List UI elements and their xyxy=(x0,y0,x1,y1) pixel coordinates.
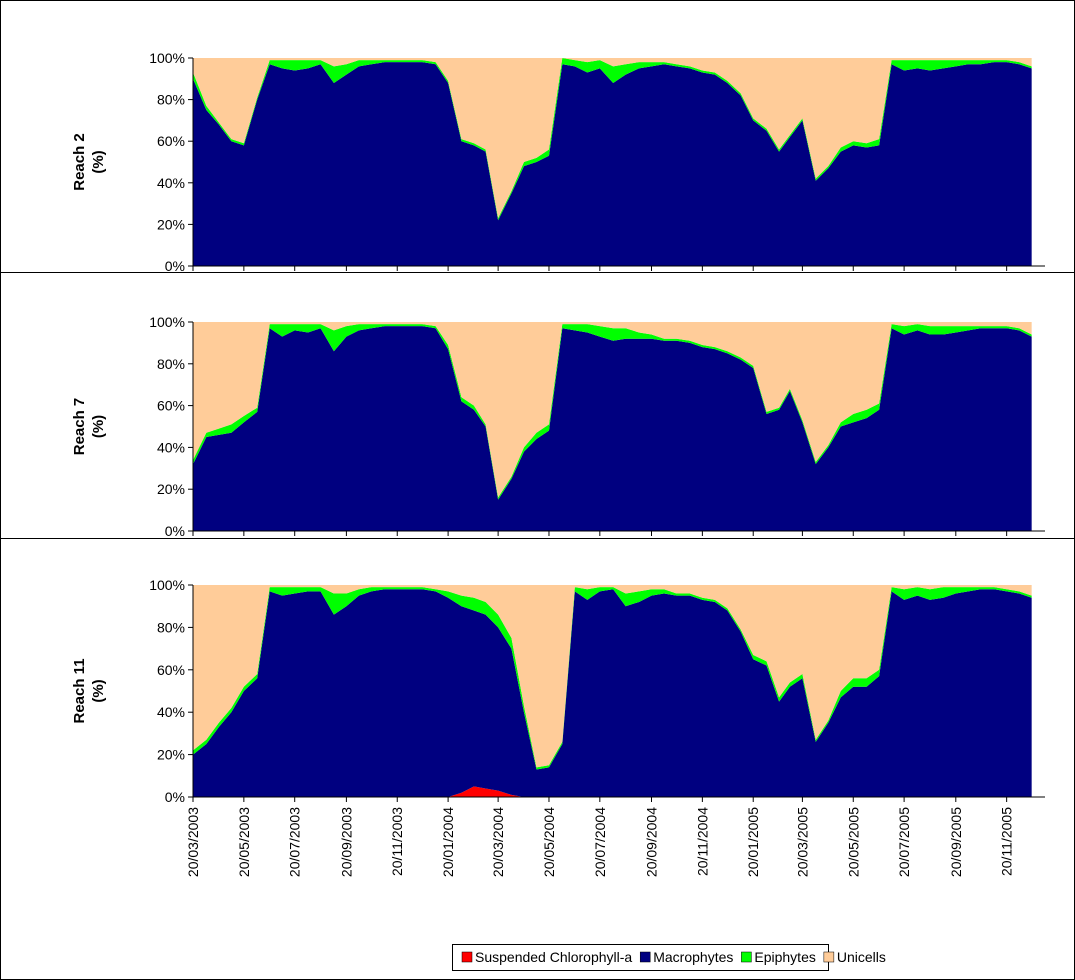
y-tick-label: 40% xyxy=(157,175,185,191)
area-3 xyxy=(193,322,1032,498)
legend-label: Unicells xyxy=(837,949,886,965)
x-tick-label: 20/11/2004 xyxy=(694,807,710,876)
y-axis-unit: (%) xyxy=(90,415,107,438)
y-tick-label: 40% xyxy=(157,439,185,455)
legend-swatch xyxy=(823,951,835,963)
y-tick-label: 100% xyxy=(149,577,185,593)
y-axis-unit: (%) xyxy=(90,679,107,702)
area-3 xyxy=(193,58,1032,219)
x-tick-label: 20/05/2003 xyxy=(236,807,252,877)
x-tick-label: 20/09/2004 xyxy=(644,807,660,877)
y-tick-label: 0% xyxy=(165,258,185,274)
y-axis-label: Reach 11 xyxy=(71,658,88,723)
y-tick-label: 60% xyxy=(157,398,185,414)
x-tick-label: 20/01/2004 xyxy=(440,807,456,877)
area-3 xyxy=(193,585,1032,768)
x-tick-label: 20/05/2005 xyxy=(845,807,861,877)
x-tick-label: 20/09/2003 xyxy=(338,807,354,877)
y-tick-label: 0% xyxy=(165,789,185,805)
area-2 xyxy=(193,324,1032,500)
legend-swatch xyxy=(461,951,473,963)
area-1 xyxy=(193,589,1032,797)
x-tick-label: 20/07/2003 xyxy=(287,807,303,877)
y-tick-label: 60% xyxy=(157,662,185,678)
y-tick-label: 0% xyxy=(165,523,185,539)
x-tick-label: 20/07/2004 xyxy=(592,807,608,877)
x-tick-label: 20/09/2005 xyxy=(948,807,964,877)
legend-label: Suspended Chlorophyll-a xyxy=(475,949,632,965)
y-tick-label: 20% xyxy=(157,216,185,232)
x-tick-label: 20/11/2005 xyxy=(999,807,1015,876)
y-tick-label: 60% xyxy=(157,133,185,149)
y-tick-label: 100% xyxy=(149,50,185,66)
y-tick-label: 80% xyxy=(157,619,185,635)
y-axis-label: Reach 2 xyxy=(71,133,88,191)
y-tick-label: 20% xyxy=(157,481,185,497)
area-1 xyxy=(193,62,1032,266)
legend-swatch xyxy=(741,951,752,963)
legend-label: Macrophytes xyxy=(653,949,733,965)
x-tick-label: 20/01/2005 xyxy=(745,807,761,877)
x-tick-label: 20/11/2003 xyxy=(389,807,405,876)
y-tick-label: 80% xyxy=(157,356,185,372)
x-tick-label: 20/03/2003 xyxy=(185,807,201,877)
y-tick-label: 80% xyxy=(157,92,185,108)
x-tick-label: 20/05/2004 xyxy=(541,807,557,877)
x-tick-label: 20/07/2005 xyxy=(896,807,912,877)
y-tick-label: 20% xyxy=(157,747,185,763)
y-axis-label: Reach 7 xyxy=(71,398,88,456)
y-tick-label: 100% xyxy=(149,314,185,330)
legend-swatch xyxy=(639,951,651,963)
area-1 xyxy=(193,326,1032,531)
x-tick-label: 20/03/2004 xyxy=(490,807,506,877)
legend-label: Epiphytes xyxy=(754,949,815,965)
y-axis-unit: (%) xyxy=(90,150,107,173)
y-tick-label: 40% xyxy=(157,704,185,720)
x-tick-label: 20/03/2005 xyxy=(794,807,810,877)
